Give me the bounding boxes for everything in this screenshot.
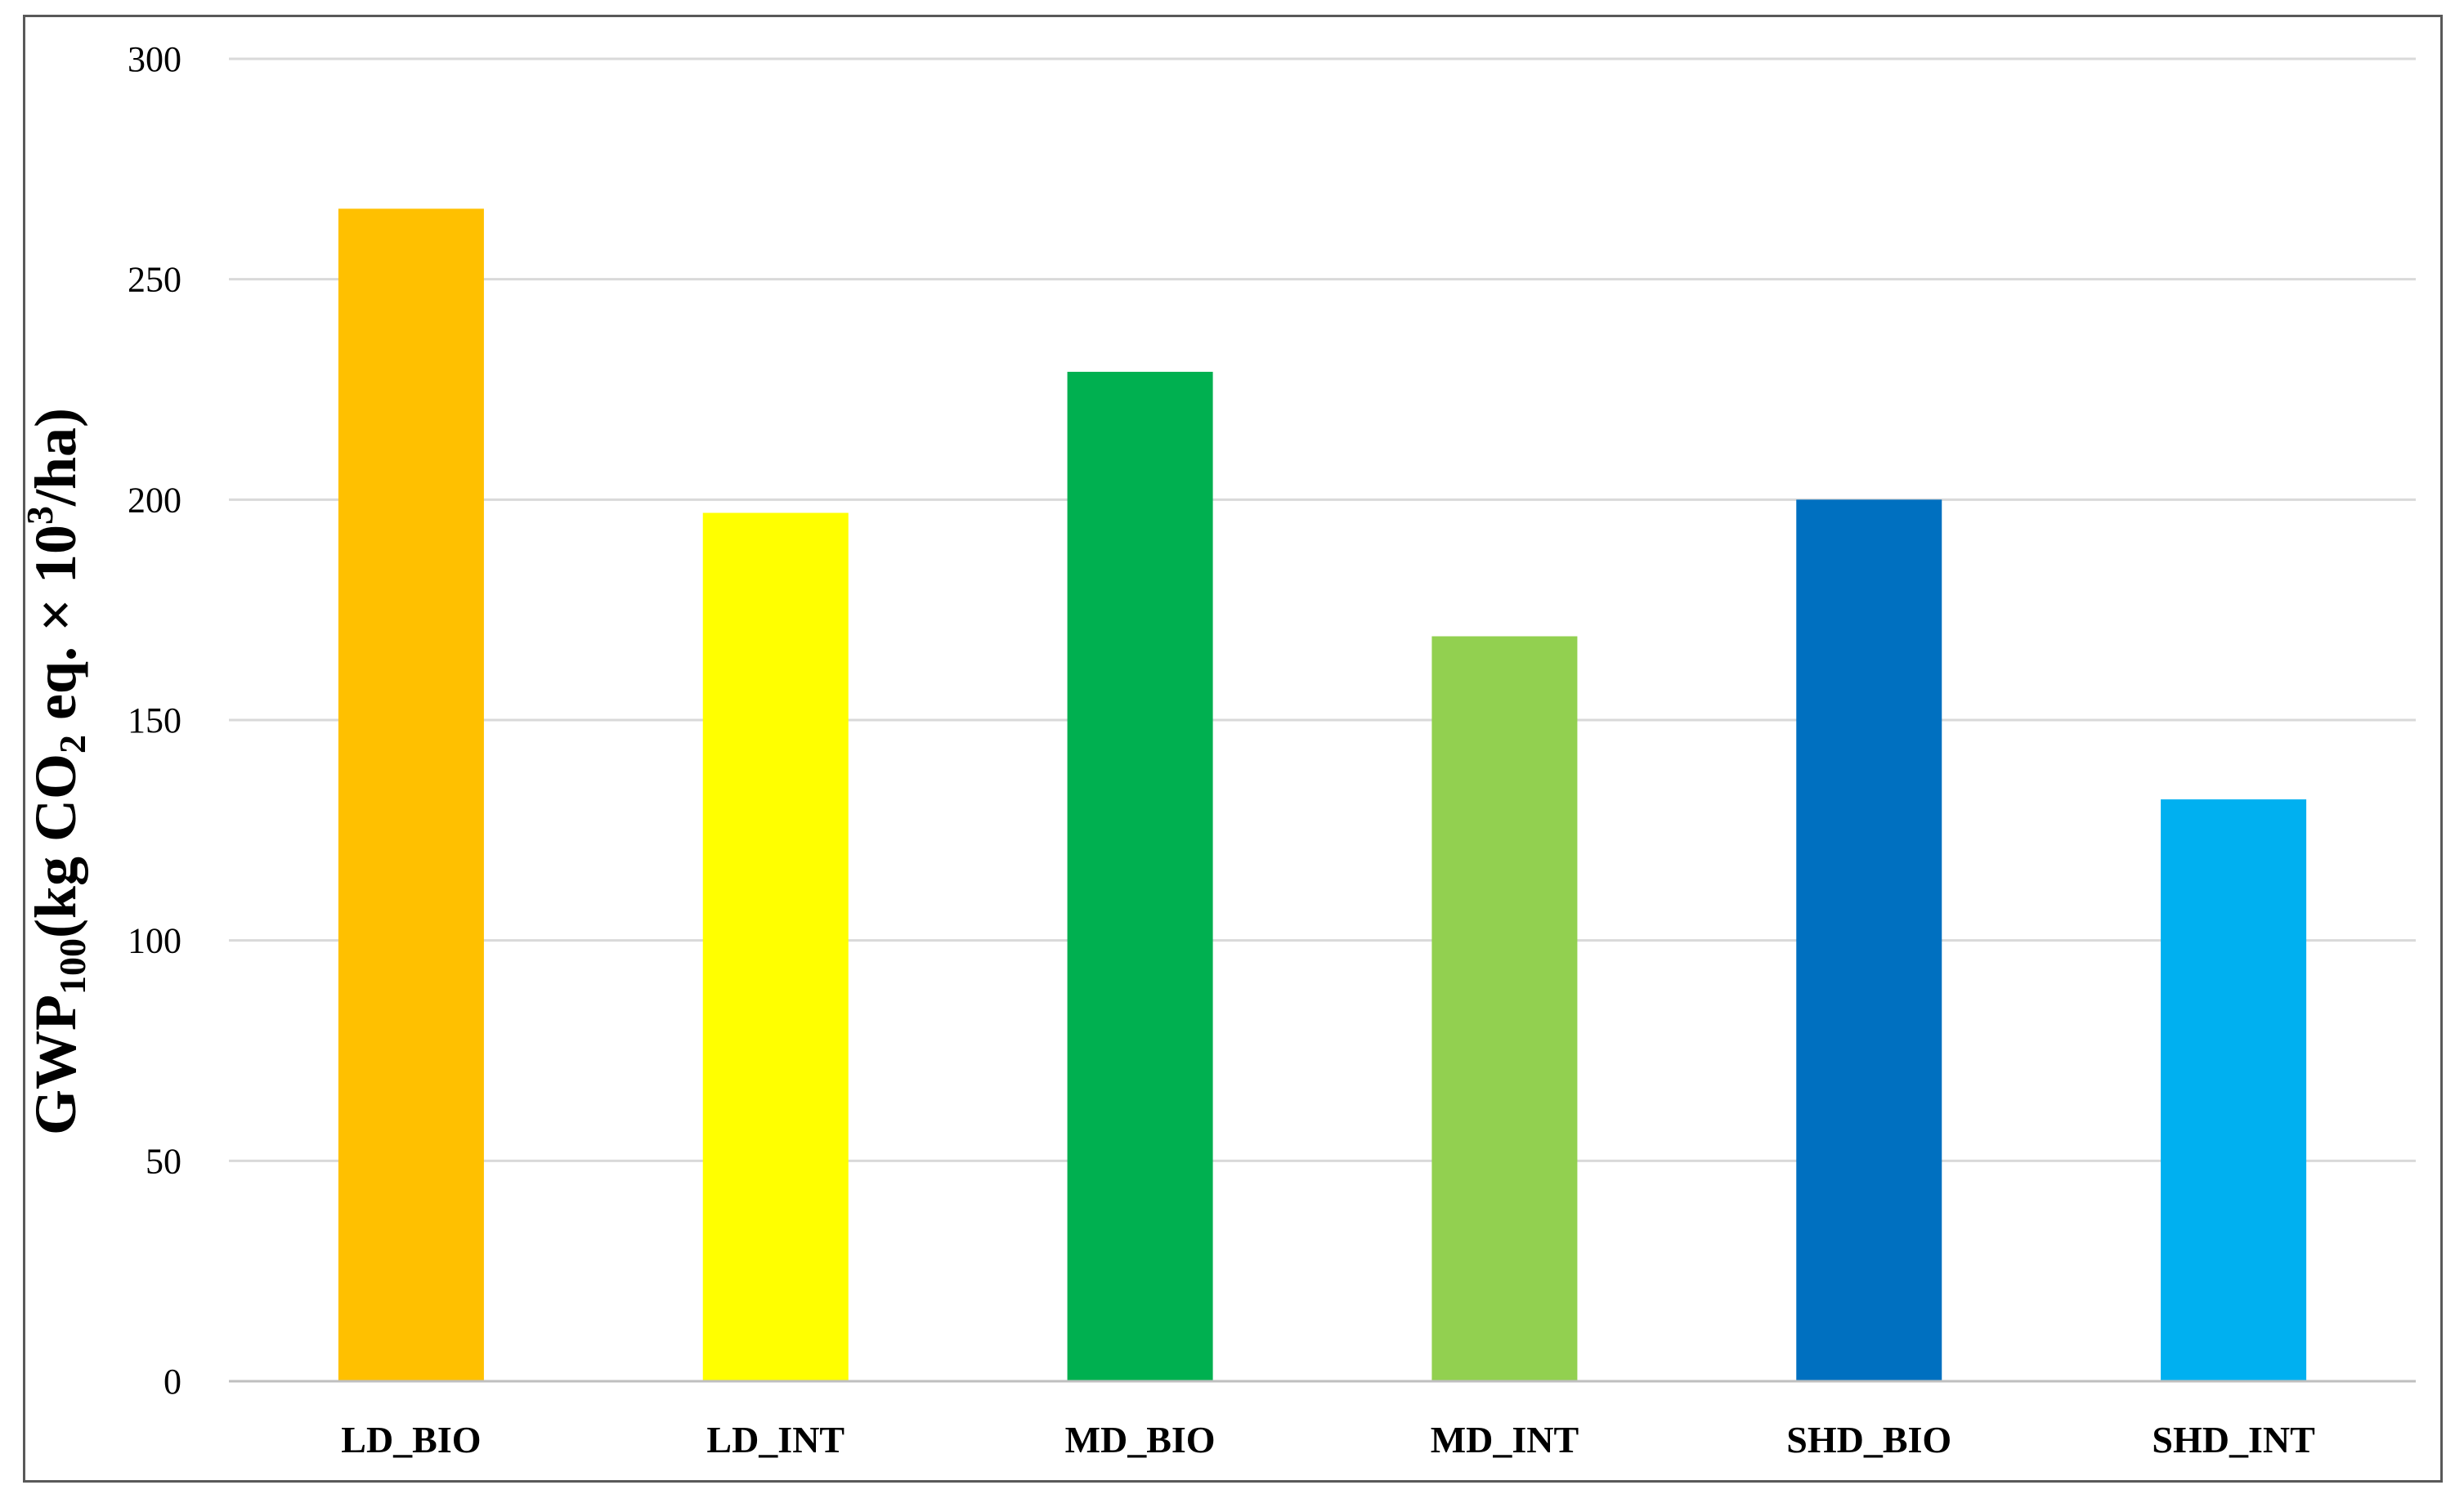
y-tick-label: 250 bbox=[128, 260, 181, 300]
bar-md-bio bbox=[1067, 371, 1213, 1382]
x-category-label: MD_BIO bbox=[1065, 1419, 1216, 1461]
x-category-label: MD_INT bbox=[1431, 1419, 1579, 1461]
x-category-label: LD_INT bbox=[706, 1419, 844, 1461]
gridlines bbox=[229, 57, 2416, 1162]
bar-shd-int bbox=[2161, 799, 2307, 1381]
y-axis-label: GWP100(kg CO2 eq. × 103/ha) bbox=[19, 408, 93, 1135]
bar-ld-bio bbox=[338, 208, 484, 1382]
y-axis-ticks: 0 50 100 150 200 250 300 bbox=[128, 39, 181, 1402]
y-tick-label: 100 bbox=[128, 921, 181, 961]
x-category-label: LD_BIO bbox=[341, 1419, 481, 1461]
y-tick-label: 200 bbox=[128, 480, 181, 520]
x-category-label: SHD_INT bbox=[2152, 1419, 2314, 1461]
bar-shd-bio bbox=[1796, 499, 1942, 1382]
bar-ld-int bbox=[702, 512, 849, 1381]
x-axis-categories: LD_BIO LD_INT MD_BIO MD_INT SHD_BIO SHD_INT bbox=[341, 1419, 2314, 1461]
y-tick-label: 150 bbox=[128, 700, 181, 740]
y-tick-label: 50 bbox=[146, 1141, 181, 1181]
x-category-label: SHD_BIO bbox=[1786, 1419, 1951, 1461]
y-tick-label: 300 bbox=[128, 39, 181, 79]
bar-md-int bbox=[1431, 636, 1578, 1381]
bars bbox=[338, 208, 2307, 1382]
y-tick-label: 0 bbox=[164, 1362, 181, 1402]
